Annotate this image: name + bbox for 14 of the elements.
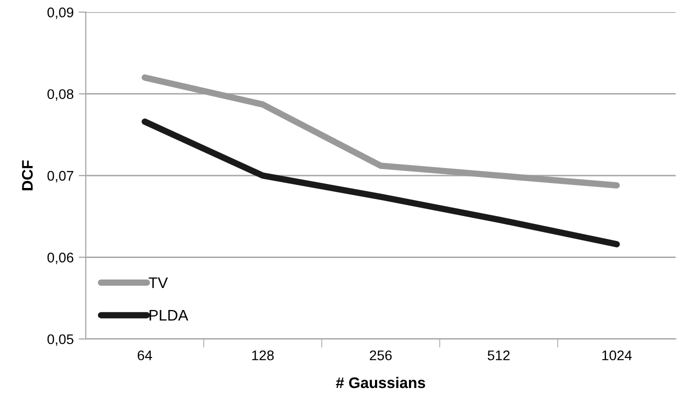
y-axis-title: DCF [22,160,33,190]
x-tick-label: 1024 [602,350,632,360]
y-tick-label: 0,07 [47,170,74,182]
y-tick-label: 0,08 [47,89,74,101]
legend-label: TV [148,277,168,288]
y-tick-label: 0,09 [47,7,74,19]
x-axis-title: # Gaussians [336,376,426,388]
x-tick-label: 128 [252,350,274,360]
x-tick-label: 64 [138,350,152,360]
y-tick-label: 0,06 [47,252,74,264]
x-tick-label: 256 [370,350,392,360]
x-tick-label: 512 [488,350,510,360]
y-tick-label: 0,05 [47,334,74,346]
legend-label: PLDA [150,310,188,321]
